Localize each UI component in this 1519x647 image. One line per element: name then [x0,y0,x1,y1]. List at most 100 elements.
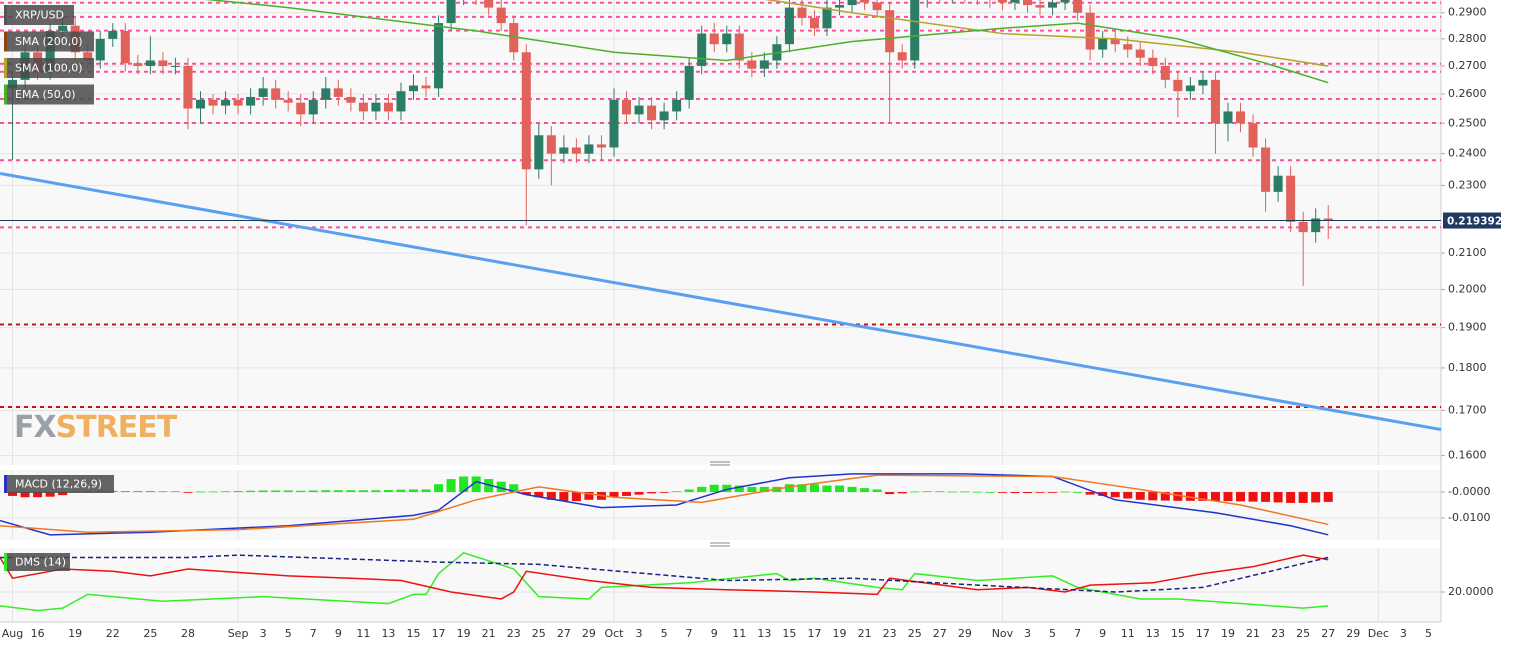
histogram-bar [897,492,907,494]
indicator-line [0,554,1329,600]
candle-body [108,30,118,39]
candle-body [722,33,732,45]
y-tick-label: 0.1600 [1448,449,1487,462]
histogram-bar [133,491,143,493]
histogram-bar [960,491,970,493]
histogram-bar [308,490,318,493]
legend-box [4,475,114,493]
legend-swatch [4,5,7,25]
histogram-bar [659,492,669,493]
histogram-bar [371,490,381,493]
x-tick-label: 25 [143,627,157,640]
histogram-bar [559,492,569,502]
indicator-line [0,474,1329,533]
candle-body [1048,2,1058,8]
histogram-bar [421,489,431,493]
y-tick-label: -0.0000 [1448,485,1490,498]
histogram-bar [872,489,882,493]
histogram-bar [672,491,682,493]
x-tick-label: 23 [1271,627,1285,640]
candle-body [571,147,581,154]
x-tick-label: Nov [992,627,1014,640]
candle-body [1236,111,1246,124]
x-tick-label: 7 [310,627,317,640]
legend-swatch [4,58,7,78]
histogram-bar [221,491,231,493]
legend-swatch [4,31,7,52]
y-tick-label: 20.0000 [1448,585,1494,598]
histogram-bar [1035,492,1045,493]
candle-body [734,33,744,61]
dms-panel [0,548,1441,622]
candle-body [910,0,920,61]
candle-body [609,99,619,148]
histogram-bar [935,491,945,493]
histogram-bar [183,492,193,493]
histogram-bar [1173,492,1183,501]
histogram-bar [396,489,406,493]
y-tick-label: 0.2300 [1448,178,1487,191]
x-tick-label: 25 [532,627,546,640]
legend: DMS (14) [4,553,70,571]
panel-grip[interactable] [710,542,730,547]
y-tick-label: 0.2900 [1448,6,1487,19]
x-tick-label: Sep [228,627,249,640]
histogram-bar [1223,492,1233,502]
candle-body [283,99,293,103]
x-tick-label: 27 [557,627,571,640]
candle-body [1160,65,1170,80]
histogram-bar [1060,491,1070,493]
watermark-part: STREET [56,410,178,445]
candle-body [1135,49,1145,58]
x-tick-label: 17 [432,627,446,640]
legend-label: XRP/USD [15,9,64,22]
histogram-bar [195,491,205,493]
histogram-bar [20,492,30,498]
histogram-bar [1010,492,1020,494]
candle-body [446,0,456,24]
legend-label: SMA (200,0) [15,35,83,48]
indicator-line [0,552,1329,612]
legend-swatch [4,84,7,105]
candle-body [145,60,155,66]
histogram-bar [509,484,519,493]
histogram-bar [1073,492,1083,493]
x-tick-label: 11 [1121,627,1135,640]
x-tick-label: 29 [1346,627,1360,640]
x-tick-label: 29 [582,627,596,640]
histogram-bar [759,486,769,493]
candle-body [1010,0,1020,3]
candle-body [647,105,657,121]
legend-box [4,31,94,52]
x-tick-label: 9 [1099,627,1106,640]
candle-body [1148,57,1158,66]
legend-label: SMA (100,0) [15,62,83,75]
candle-body [333,88,343,97]
histogram-bar [784,484,794,493]
histogram-bar [1085,492,1095,495]
x-tick-label: 11 [356,627,370,640]
histogram-bar [571,492,581,502]
candle-body [58,25,68,31]
histogram-bar [822,485,832,493]
candle-body [1173,79,1183,92]
histogram-bar [1123,492,1133,499]
candle-body [170,65,180,67]
histogram-bar [1110,492,1120,498]
panel-grip[interactable] [710,461,730,466]
candle-body [1123,44,1133,50]
candle-body [860,0,870,3]
candle-body [308,99,318,115]
histogram-bar [1248,492,1258,502]
histogram-bar [647,492,657,494]
candle-body [872,2,882,11]
legend-box [4,553,70,571]
histogram-bar [1048,492,1058,493]
histogram-bar [835,485,845,493]
candle-body [1311,218,1321,233]
x-tick-label: 27 [1321,627,1335,640]
x-tick-label: 21 [482,627,496,640]
histogram-bar [709,484,719,493]
histogram-bar [283,490,293,493]
histogram-bar [809,484,819,493]
